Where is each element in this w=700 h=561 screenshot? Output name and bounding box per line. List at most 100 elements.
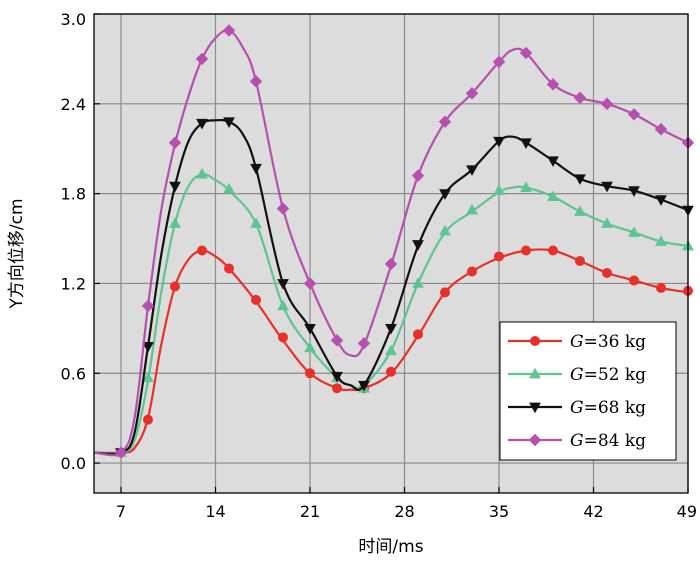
legend-label: G=68 kg xyxy=(570,398,646,418)
plot-border xyxy=(93,13,689,494)
data-point xyxy=(574,205,586,216)
data-point xyxy=(305,368,315,379)
data-point xyxy=(656,282,666,293)
data-point xyxy=(440,287,450,298)
data-point xyxy=(278,332,288,343)
data-point xyxy=(655,195,667,206)
x-axis-title: 时间/ms xyxy=(358,537,423,557)
data-point xyxy=(601,181,613,193)
data-point xyxy=(628,186,640,197)
data-point xyxy=(303,277,317,290)
data-point xyxy=(520,181,532,192)
data-point xyxy=(196,167,208,179)
y-tick-label: 0.0 xyxy=(61,454,86,473)
data-point xyxy=(358,380,370,392)
data-point xyxy=(141,299,155,313)
data-point xyxy=(546,78,560,91)
series-1 xyxy=(93,245,693,458)
data-point xyxy=(629,275,639,286)
legend-item-3: G=68 kg xyxy=(508,398,646,418)
data-point xyxy=(196,118,208,130)
data-point xyxy=(276,202,290,215)
data-point xyxy=(573,91,587,105)
legend-label-value: =36 kg xyxy=(584,332,647,352)
y-tick-label: 1.2 xyxy=(61,274,86,293)
data-point xyxy=(114,446,128,459)
data-point xyxy=(627,108,641,121)
x-tick-label: 49 xyxy=(677,502,697,521)
data-point xyxy=(197,245,207,256)
data-point xyxy=(575,255,585,266)
data-point xyxy=(386,366,396,377)
legend-item-4: G=84 kg xyxy=(508,431,646,451)
data-point xyxy=(600,97,614,111)
legend-label: G=84 kg xyxy=(570,431,646,451)
x-tick-label: 28 xyxy=(394,502,414,521)
x-tick-label: 7 xyxy=(116,502,126,521)
data-point xyxy=(142,371,154,383)
legend-marker xyxy=(530,336,540,346)
legend-label-var: G xyxy=(570,332,584,352)
data-point xyxy=(439,189,451,200)
data-point xyxy=(357,337,371,350)
data-point xyxy=(439,224,451,236)
data-point xyxy=(330,334,344,347)
series-line xyxy=(93,248,689,455)
data-point xyxy=(466,165,478,176)
legend-label: G=52 kg xyxy=(570,365,646,385)
data-point xyxy=(223,117,235,128)
legend-label-var: G xyxy=(570,365,584,385)
data-point xyxy=(548,245,558,256)
legend-label: G=36 kg xyxy=(570,332,646,352)
series-3 xyxy=(93,117,694,459)
legend-label-value: =84 kg xyxy=(584,431,647,451)
data-point xyxy=(222,24,236,37)
data-point xyxy=(385,344,397,356)
legend-marker xyxy=(529,402,541,414)
data-point xyxy=(494,251,504,262)
y-axis-title: Y方向位移/cm xyxy=(7,198,27,309)
data-point xyxy=(168,136,182,149)
plot-frame xyxy=(93,13,689,494)
data-point xyxy=(628,226,640,237)
data-point xyxy=(574,174,586,185)
data-point xyxy=(170,281,180,292)
legend-item-1: G=36 kg xyxy=(508,332,646,352)
data-point xyxy=(385,324,397,335)
data-point xyxy=(251,294,261,305)
legend: G=36 kgG=52 kgG=68 kgG=84 kg xyxy=(499,321,677,461)
data-point xyxy=(331,371,343,383)
data-point xyxy=(467,266,477,277)
legend-item-2: G=52 kg xyxy=(508,365,646,385)
data-point xyxy=(521,245,531,256)
legend-label-var: G xyxy=(570,431,584,451)
y-tick-label: 2.4 xyxy=(61,95,86,114)
data-point xyxy=(519,46,533,60)
data-point xyxy=(169,217,181,228)
x-tick-label: 42 xyxy=(583,502,603,521)
legend-label-var: G xyxy=(570,398,584,418)
legend-label-value: =68 kg xyxy=(584,398,647,418)
data-point xyxy=(520,138,532,149)
data-point xyxy=(304,341,316,353)
data-point xyxy=(547,190,559,201)
legend-label-value: =52 kg xyxy=(584,365,647,385)
data-point xyxy=(492,55,506,69)
data-point xyxy=(142,341,154,353)
data-point xyxy=(602,267,612,278)
data-point xyxy=(412,240,424,251)
data-point xyxy=(277,279,289,290)
data-point xyxy=(143,414,153,425)
x-tick-label: 14 xyxy=(205,502,225,521)
data-point xyxy=(466,203,478,215)
data-point xyxy=(169,181,181,193)
data-point xyxy=(224,263,234,274)
data-point xyxy=(304,324,316,335)
y-tick-label: 3.0 xyxy=(61,10,86,29)
data-point xyxy=(250,163,262,175)
y-tick-label: 0.6 xyxy=(61,364,86,383)
data-point xyxy=(277,299,289,311)
data-point xyxy=(411,169,425,182)
series-layer xyxy=(93,24,695,459)
